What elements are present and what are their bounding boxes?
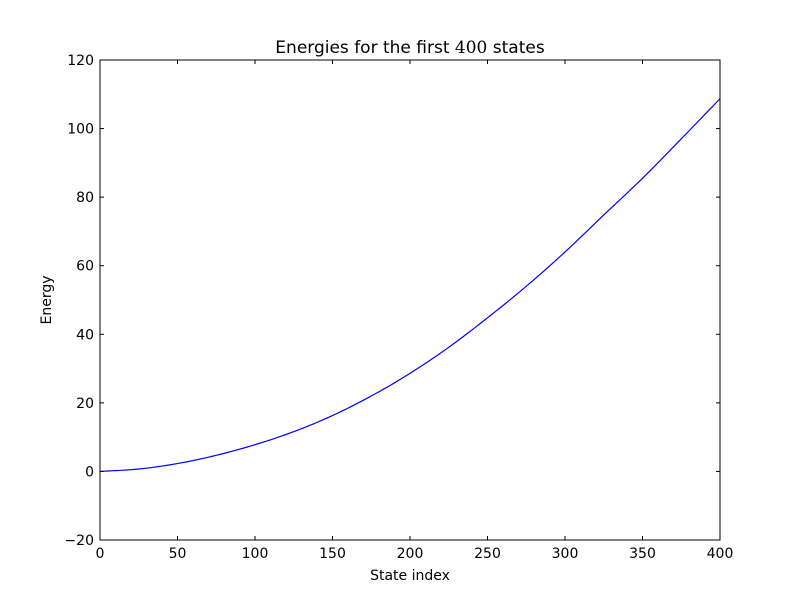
x-tick-label: 400	[707, 546, 734, 562]
y-tick-label: 100	[67, 122, 94, 138]
x-tick-label: 350	[629, 546, 656, 562]
x-tick-label: 300	[552, 546, 579, 562]
x-tick-labels: 0 50 100 150 200 250 300 350 400	[96, 546, 734, 562]
plot-area	[100, 60, 720, 540]
energy-line	[99, 98, 721, 473]
x-tick-label: 200	[397, 546, 424, 562]
y-tick-label: 80	[76, 190, 94, 206]
y-tick-label: 40	[76, 327, 94, 343]
x-tick-label: 100	[242, 546, 269, 562]
chart-title: Energies for the first 400 states	[275, 38, 545, 58]
x-tick-label: 0	[96, 546, 105, 562]
x-axis-label: State index	[370, 568, 450, 584]
y-tick-label: 60	[76, 259, 94, 275]
y-tick-label: 0	[85, 464, 94, 480]
y-tick-labels: −20 0 20 40 60 80 100 120	[64, 53, 94, 549]
y-axis-label: Energy	[39, 275, 55, 324]
chart-title-suffix: states	[487, 38, 544, 58]
y-tick-label: 20	[76, 396, 94, 412]
y-tick-label: 120	[67, 53, 94, 69]
x-tick-label: 150	[319, 546, 346, 562]
chart-title-number: 400	[455, 38, 487, 58]
x-tick-label: 250	[474, 546, 501, 562]
x-tick-label: 50	[169, 546, 187, 562]
chart-title-prefix: Energies for the first	[275, 38, 455, 58]
y-tick-label: −20	[64, 533, 94, 549]
plot-frame	[99, 59, 721, 541]
